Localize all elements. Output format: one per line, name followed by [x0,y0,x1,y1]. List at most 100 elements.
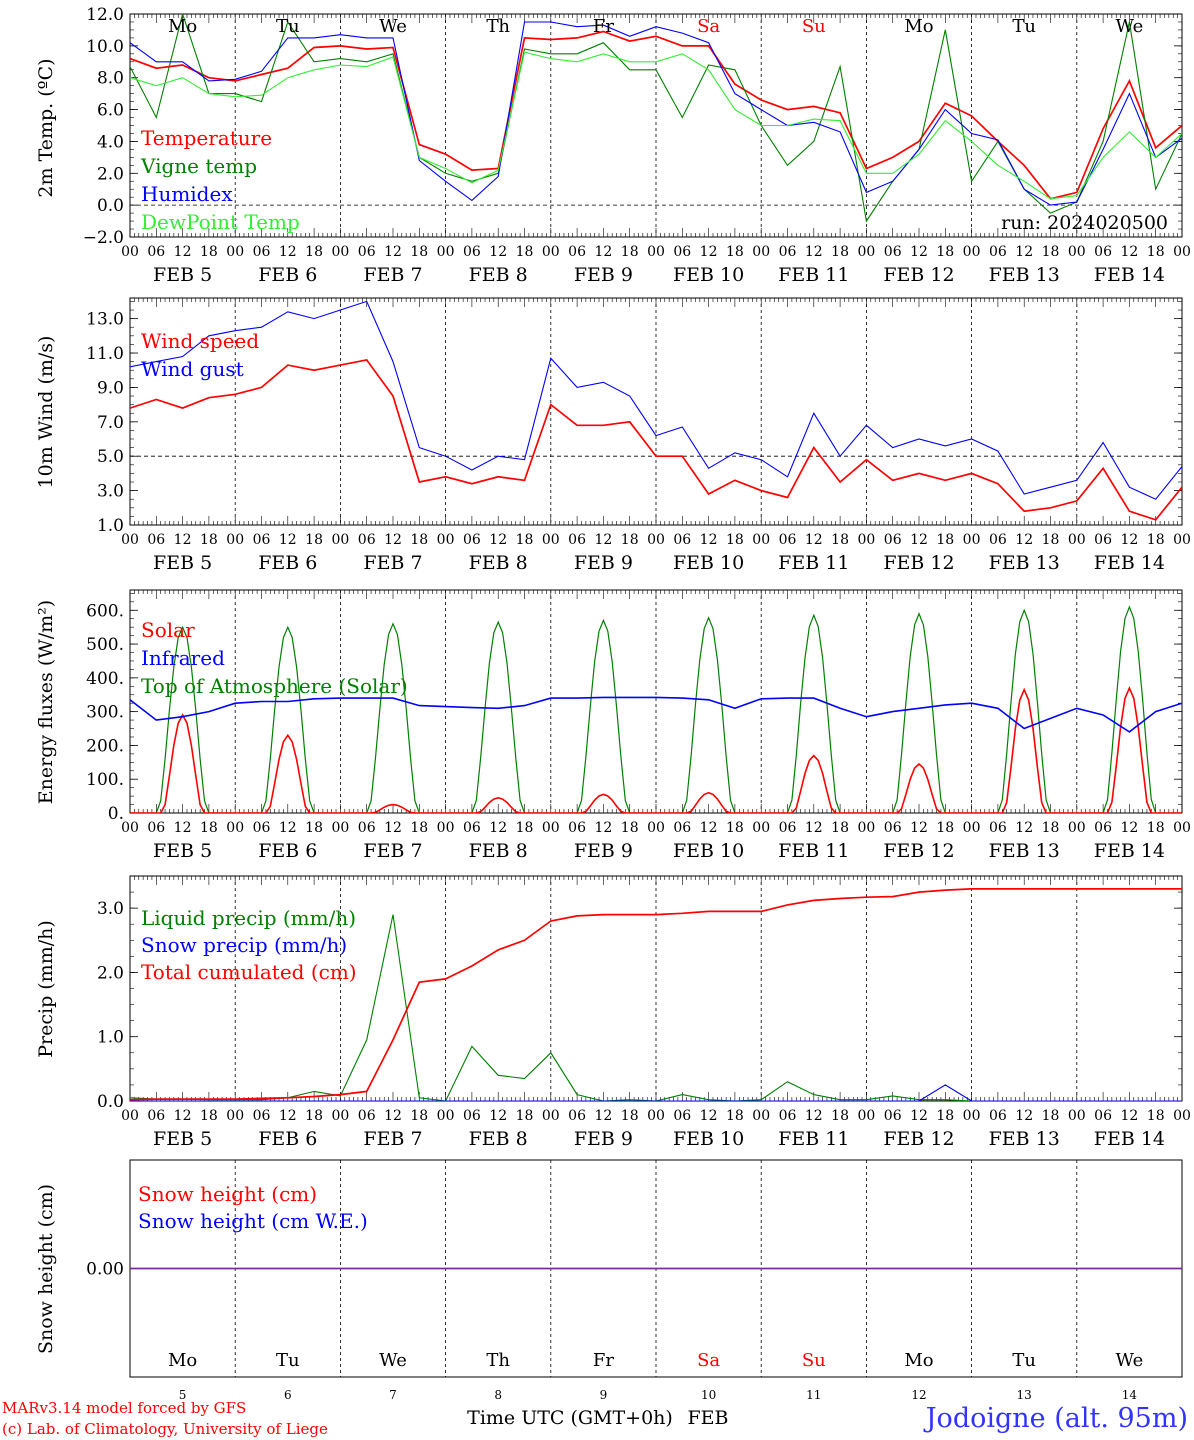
date-label: FEB 8 [469,264,528,286]
weekday-label: Mo [168,16,197,37]
day-number-label: 9 [600,1388,608,1402]
date-label: FEB 12 [883,552,954,574]
legend-entry: Liquid precip (mm/h) [141,906,356,930]
y-tick-label: 3.0 [97,899,124,919]
x-tick-label: 00 [121,244,139,260]
day-number-label: 10 [701,1388,716,1402]
x-tick-label: 12 [700,532,718,548]
x-tick-label: 18 [621,244,639,260]
series-line [130,358,1182,521]
weekday-label: We [1116,16,1144,37]
x-tick-label: 06 [673,532,691,548]
y-tick-label: 600. [86,601,124,621]
x-tick-label: 00 [752,244,770,260]
x-tick-label: 00 [331,820,349,836]
x-tick-label: 18 [831,820,849,836]
x-tick-label: 18 [410,1108,428,1124]
x-tick-label: 00 [963,244,981,260]
y-tick-label: 12.0 [86,5,124,25]
day-number-label: 8 [494,1388,502,1402]
date-label: FEB 5 [153,1128,212,1150]
x-tick-label: 12 [805,244,823,260]
x-tick-label: 12 [910,1108,928,1124]
series-group [130,605,1182,813]
day-number-label: 14 [1122,1388,1138,1402]
y-tick-label: 4.0 [97,132,124,152]
weekday-label: Su [802,1350,826,1371]
date-label: FEB 5 [153,840,212,862]
date-label: FEB 9 [574,264,633,286]
y-tick-label: 200. [86,736,124,756]
x-tick-label: 18 [621,1108,639,1124]
x-tick-label: 12 [384,1108,402,1124]
x-tick-label: 18 [410,820,428,836]
x-tick-label: 18 [936,532,954,548]
x-tick-label: 12 [279,1108,297,1124]
legend-entry: Wind speed [141,329,259,353]
x-tick-label: 06 [673,244,691,260]
x-tick-label: 00 [963,1108,981,1124]
date-label: FEB 13 [989,552,1060,574]
date-label: FEB 14 [1094,552,1165,574]
y-tick-label: 500. [86,635,124,655]
date-label: FEB 6 [258,264,317,286]
x-tick-label: 12 [384,532,402,548]
x-tick-label: 00 [857,244,875,260]
x-tick-label: 00 [1173,532,1191,548]
x-tick-label: 18 [831,1108,849,1124]
x-tick-label: 18 [1147,1108,1165,1124]
x-tick-label: 18 [831,532,849,548]
day-number-label: 12 [911,1388,926,1402]
x-tick-label: 12 [1120,820,1138,836]
x-tick-label: 00 [1068,532,1086,548]
x-tick-label: 12 [174,532,192,548]
y-tick-label: 100. [86,770,124,790]
x-tick-label: 00 [647,244,665,260]
weekday-label: Tu [276,16,300,37]
weekday-label: Sa [697,1350,720,1371]
y-tick-label: 13.0 [86,310,124,330]
weekday-label: Su [802,16,826,37]
credit-line-1: MARv3.14 model forced by GFS [2,1399,246,1417]
series-line [130,30,1182,200]
x-tick-label: 00 [1173,820,1191,836]
x-tick-label: 06 [779,244,797,260]
x-tick-label: 06 [358,244,376,260]
x-tick-label: 00 [226,820,244,836]
x-tick-label: 06 [1094,820,1112,836]
x-tick-label: 00 [1068,820,1086,836]
x-tick-label: 06 [253,1108,271,1124]
date-label: FEB 5 [153,264,212,286]
x-tick-label: 18 [621,820,639,836]
weekday-label: Tu [1012,1350,1036,1371]
x-tick-label: 06 [568,1108,586,1124]
y-axis-label: 2m Temp. (ºC) [35,58,57,197]
x-tick-label: 12 [279,532,297,548]
x-tick-label: 06 [358,820,376,836]
x-tick-label: 12 [700,1108,718,1124]
x-tick-label: 06 [568,244,586,260]
series-line [130,51,1182,200]
x-tick-label: 12 [594,244,612,260]
x-tick-label: 12 [1015,1108,1033,1124]
series-line-solar [130,685,1182,813]
series-line-toa-solar [130,605,1182,813]
x-tick-label: 00 [542,532,560,548]
y-tick-label: 10.0 [86,37,124,57]
x-tick-label: 06 [989,820,1007,836]
date-label: FEB 5 [153,552,212,574]
x-tick-label: 18 [200,820,218,836]
x-tick-label: 06 [779,532,797,548]
x-tick-label: 00 [1068,244,1086,260]
y-tick-label: 11.0 [86,344,124,364]
legend-entry: Top of Atmosphere (Solar) [141,674,408,698]
panel-frame [129,13,1183,238]
x-tick-label: 18 [305,1108,323,1124]
text-layer: 12.0 10.0 8.0 6.0 4.0 2.0 0.0 −2.0 2m Temp. (ºC)… [35,5,1191,1402]
x-tick-label: 00 [437,244,455,260]
x-tick-label: 18 [1042,532,1060,548]
x-tick-label: 12 [1120,532,1138,548]
x-tick-label: 00 [542,1108,560,1124]
x-tick-label: 18 [1042,820,1060,836]
